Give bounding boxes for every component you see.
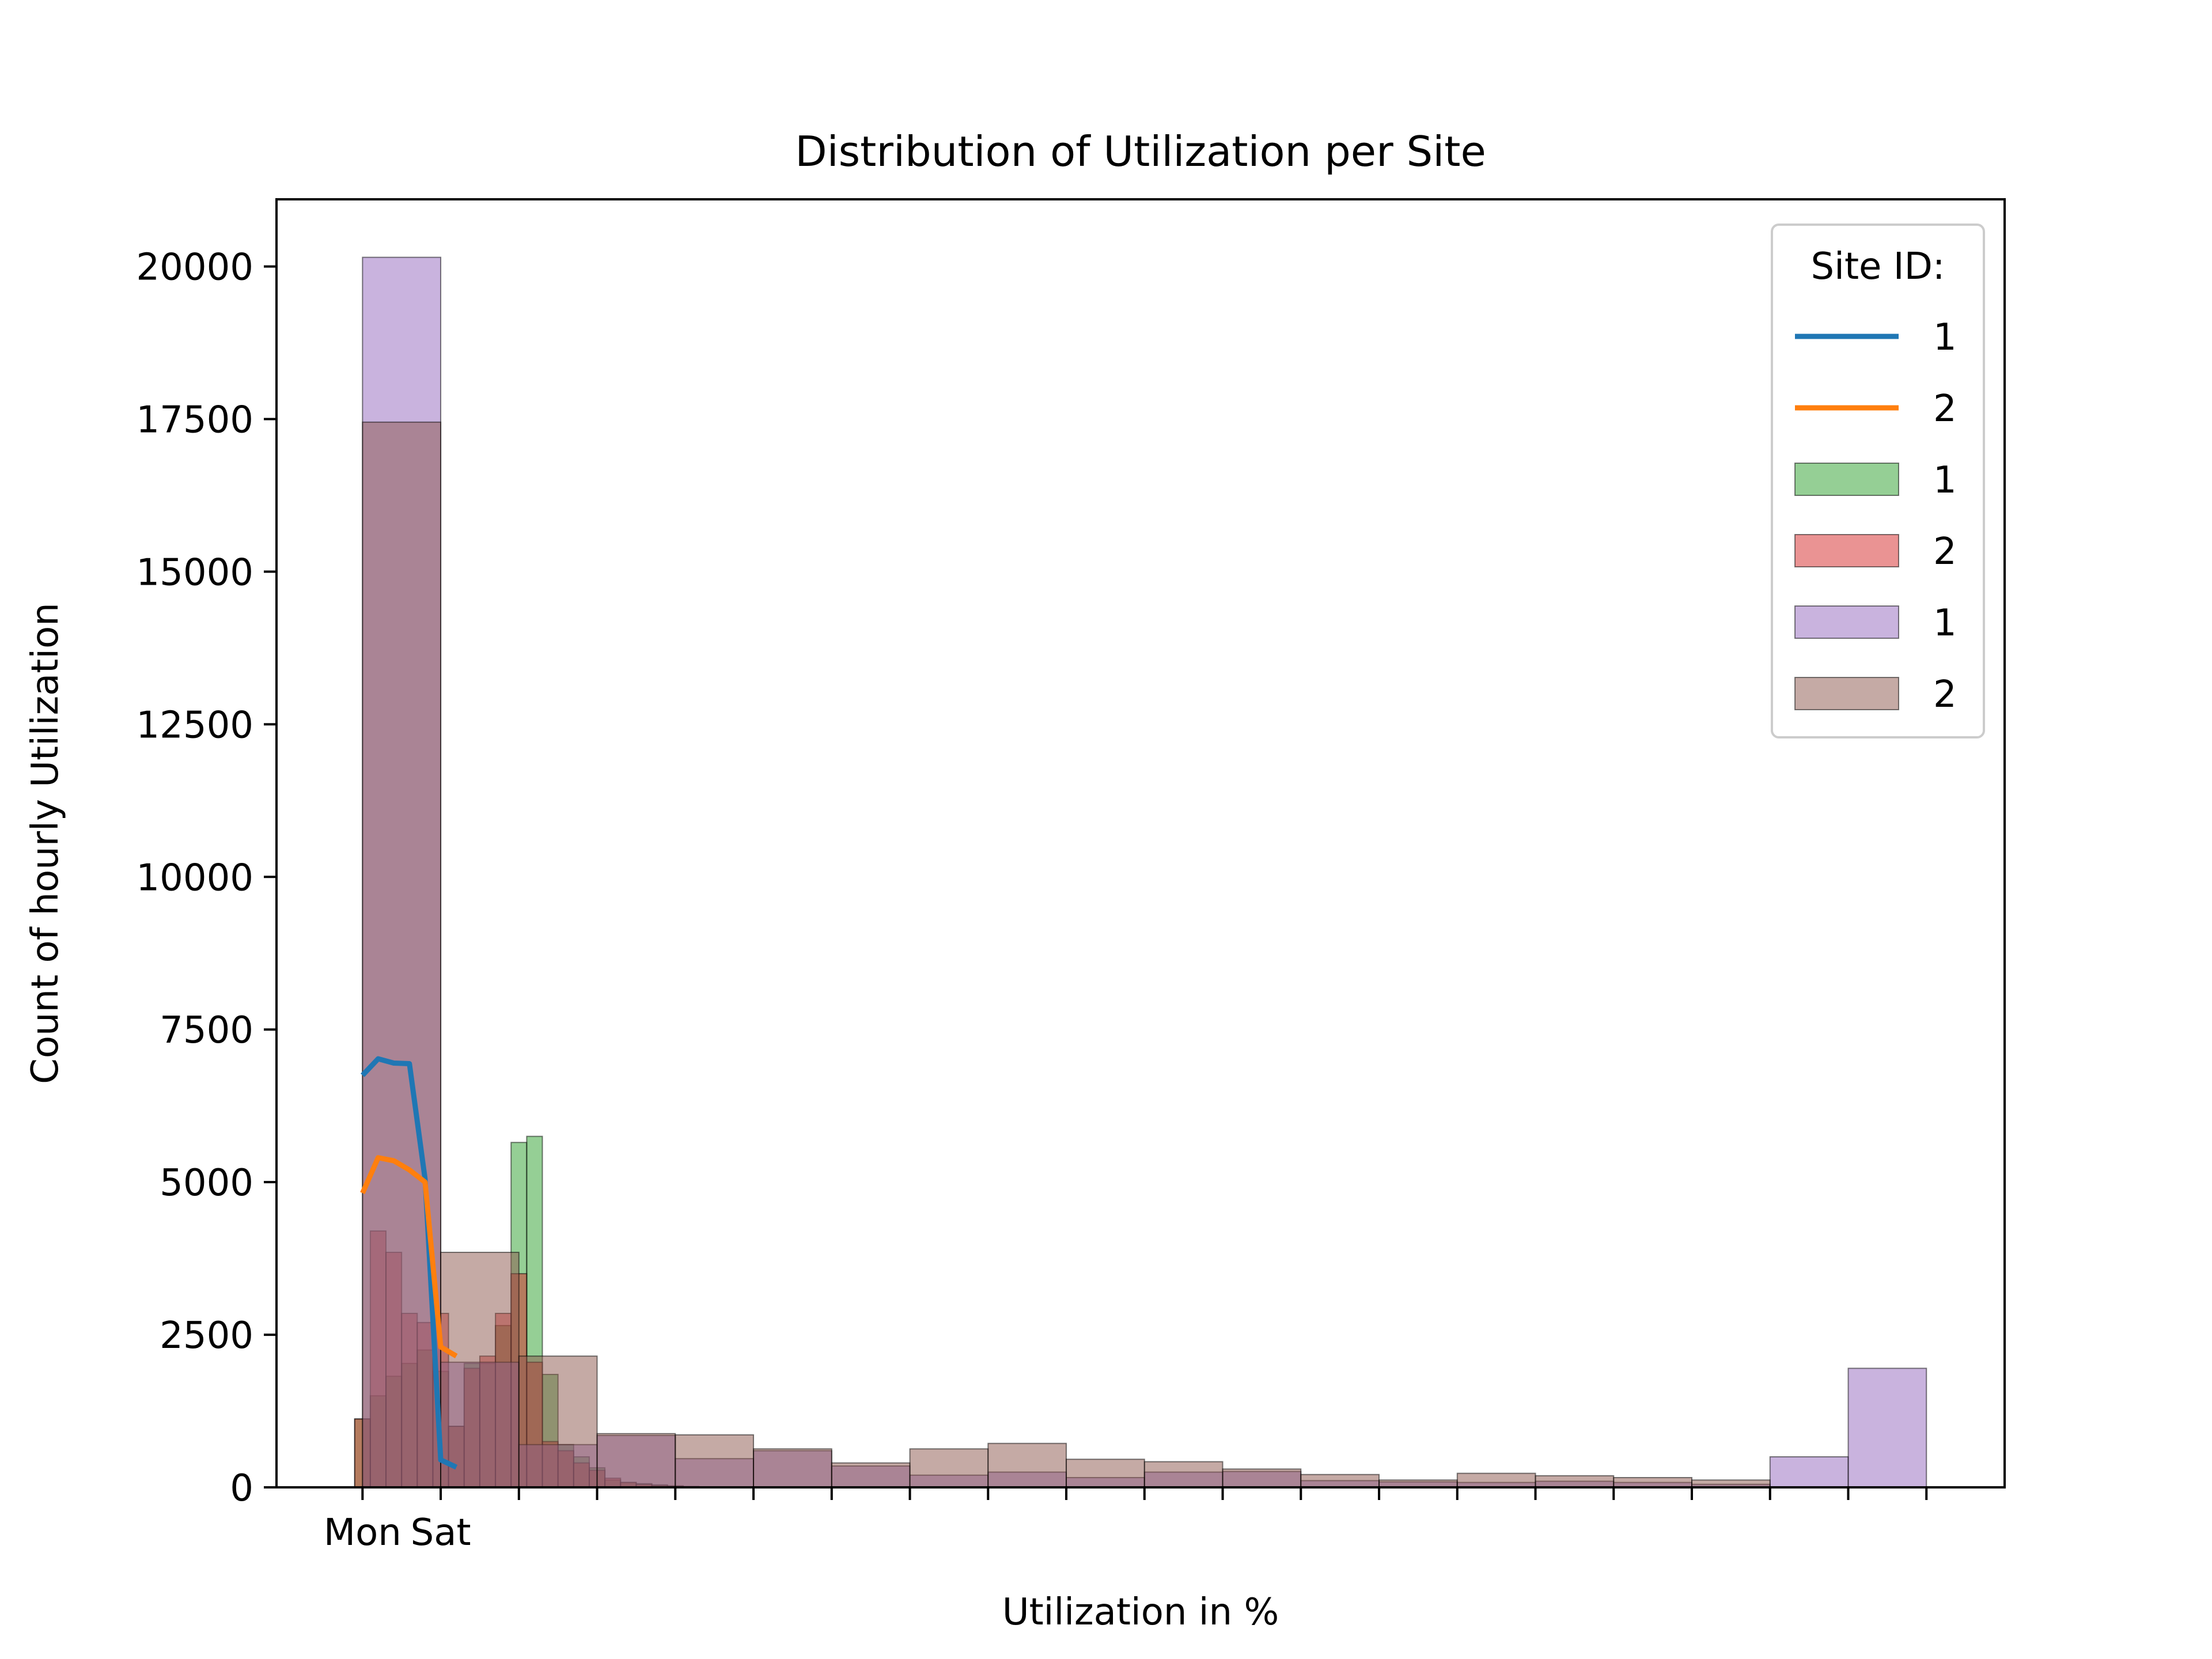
y-tick-label-5: 12500 xyxy=(136,704,253,747)
chart-title: Distribution of Utilization per Site xyxy=(795,127,1486,176)
histogram-bar-s5-16 xyxy=(1613,1477,1693,1488)
histogram-bar-s5-6 xyxy=(831,1462,911,1488)
axes-frame xyxy=(275,198,2006,1488)
histogram-bar-s5-2 xyxy=(518,1355,598,1488)
histogram-bar-s5-10 xyxy=(1143,1461,1224,1488)
histogram-bar-s4-18 xyxy=(1769,1456,1849,1488)
x-axis-label: Utilization in % xyxy=(1002,1591,1279,1634)
legend-label-1: 2 xyxy=(1933,388,1957,430)
y-tick-label-8: 20000 xyxy=(136,247,253,289)
y-tick-label-7: 17500 xyxy=(136,399,253,441)
y-tick-label-4: 10000 xyxy=(136,857,253,899)
legend-label-2: 1 xyxy=(1933,459,1957,502)
histogram-bar-s4-19 xyxy=(1847,1368,1927,1488)
y-axis-label: Count of hourly Utilization xyxy=(24,603,67,1084)
legend-swatch-bar-4 xyxy=(1794,605,1899,639)
y-tick-label-3: 7500 xyxy=(160,1009,253,1052)
y-tick-label-0: 0 xyxy=(230,1467,253,1510)
histogram-bar-s5-4 xyxy=(675,1434,755,1488)
histogram-bar-s5-12 xyxy=(1300,1474,1380,1488)
histogram-bar-s5-7 xyxy=(909,1448,989,1488)
histogram-bar-s5-0 xyxy=(362,421,442,1488)
histogram-bar-s5-11 xyxy=(1222,1468,1302,1488)
x-tick-label-0: Mon xyxy=(324,1512,402,1554)
legend-label-5: 2 xyxy=(1933,673,1957,716)
y-tick-label-2: 5000 xyxy=(160,1162,253,1205)
histogram-bar-s5-3 xyxy=(596,1433,676,1488)
histogram-bar-s5-8 xyxy=(987,1442,1067,1488)
legend-swatch-bar-5 xyxy=(1794,677,1899,710)
legend-title: Site ID: xyxy=(1811,245,1945,288)
legend-label-0: 1 xyxy=(1933,316,1957,359)
legend-entries: 1 2 1 2 1 2 xyxy=(1794,316,1957,716)
plot-lines xyxy=(360,1056,458,1470)
series-line-s1 xyxy=(360,1155,458,1359)
histogram-bar-s5-1 xyxy=(440,1252,520,1488)
y-tick-label-6: 15000 xyxy=(136,551,253,594)
legend-swatch-bar-3 xyxy=(1794,534,1899,567)
y-tick-label-1: 2500 xyxy=(160,1315,253,1357)
legend-swatch-bar-2 xyxy=(1794,463,1899,496)
legend-label-3: 2 xyxy=(1933,531,1957,573)
legend: Site ID: 1 2 1 2 1 2 xyxy=(1771,224,1985,738)
histogram-bar-s5-5 xyxy=(753,1448,832,1488)
histogram-bar-s5-14 xyxy=(1456,1472,1536,1488)
legend-label-4: 1 xyxy=(1933,602,1957,645)
histogram-bar-s5-9 xyxy=(1066,1459,1145,1488)
x-axis-ticks: Mon Sat xyxy=(324,1487,1928,1554)
series-line-s0 xyxy=(361,1056,458,1470)
histogram-bar-s5-15 xyxy=(1535,1475,1615,1488)
x-tick-label-1: Sat xyxy=(411,1512,471,1554)
y-axis-ticks: 0 2500 5000 7500 10000 12500 15000 17500 20000 xyxy=(136,247,276,1510)
